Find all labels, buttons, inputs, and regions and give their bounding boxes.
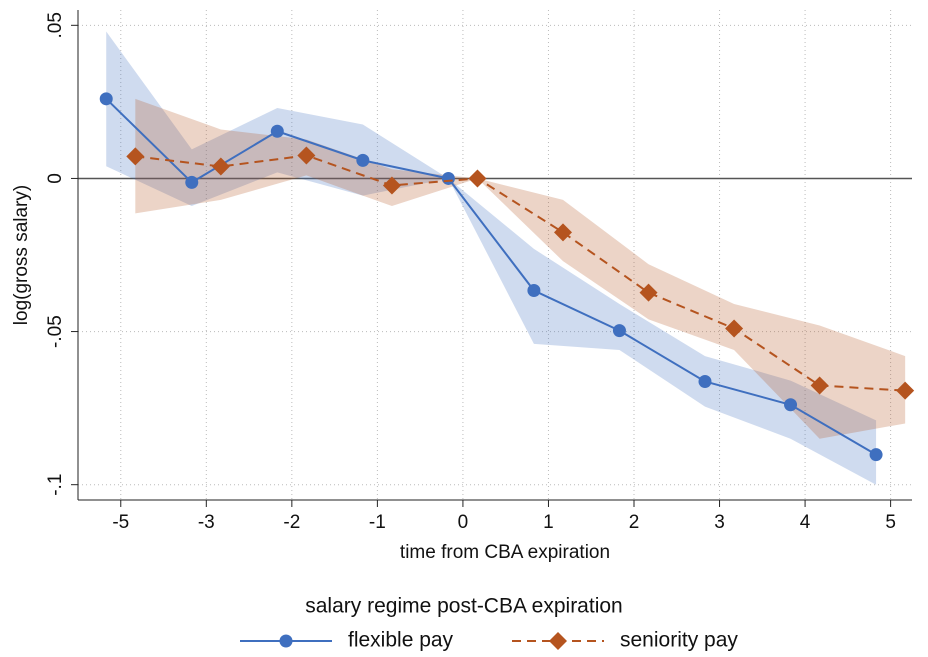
y-tick-label: -.1 bbox=[45, 474, 66, 496]
x-tick-label: 4 bbox=[800, 512, 811, 533]
y-tick-label: -.05 bbox=[45, 315, 66, 348]
point bbox=[725, 319, 744, 338]
x-tick-label: 3 bbox=[714, 512, 725, 533]
point bbox=[527, 284, 541, 298]
x-tick-label: -1 bbox=[369, 512, 386, 533]
point bbox=[698, 374, 712, 388]
series-line bbox=[135, 154, 906, 392]
point bbox=[784, 398, 798, 412]
point bbox=[382, 176, 401, 195]
x-tick-label: 2 bbox=[629, 512, 640, 533]
legend-title: salary regime post-CBA expiration bbox=[305, 595, 622, 618]
point bbox=[554, 223, 573, 242]
x-tick-label: -3 bbox=[198, 512, 215, 533]
point bbox=[126, 147, 145, 166]
point bbox=[99, 92, 113, 106]
x-tick-label: 1 bbox=[543, 512, 554, 533]
x-tick-label: 5 bbox=[885, 512, 896, 533]
x-tick-label: 0 bbox=[458, 512, 469, 533]
confidence-band bbox=[135, 98, 906, 439]
y-tick-label: 0 bbox=[45, 173, 66, 184]
legend-label: flexible pay bbox=[348, 629, 454, 652]
point bbox=[297, 146, 316, 165]
point bbox=[211, 157, 230, 176]
point bbox=[441, 171, 455, 185]
point bbox=[356, 153, 370, 167]
point bbox=[270, 124, 284, 138]
point bbox=[185, 175, 199, 189]
point bbox=[869, 448, 883, 462]
legend-label: seniority pay bbox=[620, 629, 738, 652]
point bbox=[639, 283, 658, 302]
x-tick-label: -5 bbox=[112, 512, 129, 533]
x-axis-label: time from CBA expiration bbox=[400, 542, 610, 563]
y-tick-label: .05 bbox=[45, 12, 66, 38]
point bbox=[896, 381, 915, 400]
x-tick-label: -2 bbox=[283, 512, 300, 533]
point bbox=[810, 376, 829, 395]
legend-marker bbox=[549, 632, 567, 650]
point bbox=[468, 169, 487, 188]
confidence-band bbox=[106, 31, 877, 485]
y-axis-label: log(gross salary) bbox=[11, 185, 32, 325]
point bbox=[612, 324, 626, 338]
legend-marker bbox=[279, 634, 293, 648]
series-line bbox=[105, 98, 877, 456]
